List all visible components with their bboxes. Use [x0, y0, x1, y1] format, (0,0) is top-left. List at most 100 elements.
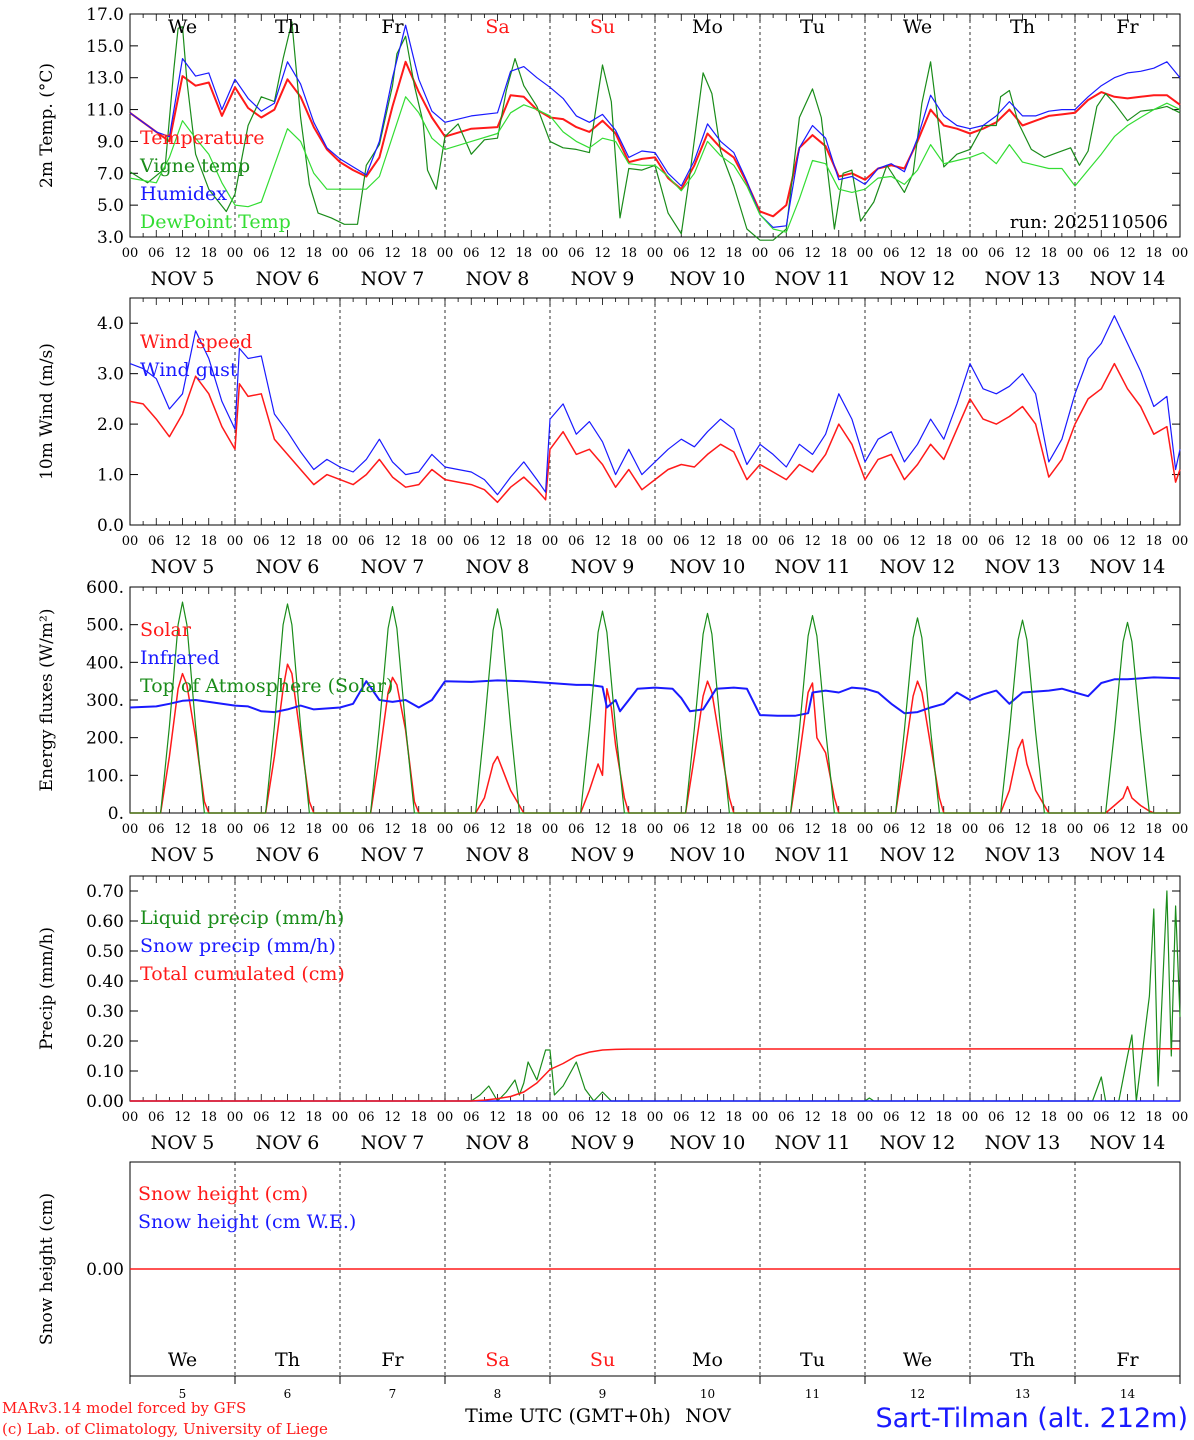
- hour-tick-label: 18: [200, 822, 217, 837]
- hour-tick-label: 00: [332, 246, 349, 261]
- hour-tick-label: 18: [935, 534, 952, 549]
- y-tick-label: 7.0: [97, 164, 124, 184]
- date-label: NOV 11: [775, 268, 851, 290]
- hour-tick-label: 18: [935, 246, 952, 261]
- hour-tick-label: 12: [1119, 822, 1136, 837]
- day-name-bottom: Fr: [381, 1349, 404, 1371]
- hour-tick-label: 12: [804, 1110, 821, 1125]
- day-name-top: Sa: [485, 16, 509, 38]
- hour-tick-label: 12: [174, 246, 191, 261]
- hour-tick-label: 12: [489, 1110, 506, 1125]
- hour-tick-label: 12: [1014, 246, 1031, 261]
- hour-tick-label: 18: [830, 246, 847, 261]
- legend-entry: Snow height (cm W.E.): [138, 1211, 356, 1233]
- legend-entry: Wind gust: [140, 359, 238, 381]
- hour-tick-label: 00: [437, 246, 454, 261]
- series-wind-speed: [129, 362, 1181, 504]
- hour-tick-label: 00: [752, 246, 769, 261]
- hour-tick-label: 00: [227, 1110, 244, 1125]
- hour-tick-label: 00: [857, 246, 874, 261]
- hour-tick-label: 18: [725, 822, 742, 837]
- date-label: NOV 7: [361, 556, 425, 578]
- series-infrared: [129, 676, 1181, 717]
- day-number: 7: [389, 1387, 397, 1401]
- date-label: NOV 14: [1090, 268, 1166, 290]
- hour-tick-label: 12: [594, 534, 611, 549]
- hour-tick-label: 18: [1145, 246, 1162, 261]
- day-number: 14: [1120, 1387, 1136, 1401]
- day-name-top: Th: [1010, 16, 1035, 38]
- date-label: NOV 7: [361, 844, 425, 866]
- legend-entry: Snow height (cm): [138, 1183, 308, 1205]
- hour-tick-label: 12: [174, 822, 191, 837]
- hour-tick-label: 18: [200, 1110, 217, 1125]
- hour-tick-label: 18: [200, 534, 217, 549]
- date-label: NOV 10: [670, 268, 746, 290]
- hour-tick-label: 00: [332, 534, 349, 549]
- series-dewpoint-temp: [129, 96, 1181, 233]
- hour-tick-label: 18: [620, 822, 637, 837]
- panel-snow: 0.00 Snow height (cm) Snow height (cm) Snow…: [37, 1161, 1181, 1384]
- hour-tick-label: 00: [962, 246, 979, 261]
- hour-tick-label: 00: [752, 534, 769, 549]
- y-tick-label: 300.: [86, 691, 124, 711]
- date-label: NOV 6: [256, 844, 320, 866]
- hour-tick-label: 12: [1119, 534, 1136, 549]
- day-number: 10: [700, 1387, 715, 1401]
- hour-tick-label: 06: [358, 246, 375, 261]
- y-tick-label: 500.: [86, 616, 124, 636]
- hour-tick-label: 12: [489, 534, 506, 549]
- hour-tick-label: 18: [410, 822, 427, 837]
- date-label: NOV 13: [985, 844, 1061, 866]
- day-name-bottom: Fr: [1116, 1349, 1139, 1371]
- hour-tick-label: 06: [673, 822, 690, 837]
- hour-tick-label: 18: [725, 1110, 742, 1125]
- y-axis-label: Precip (mm/h): [37, 927, 57, 1050]
- hour-tick-label: 00: [122, 1110, 139, 1125]
- hour-tick-label: 18: [305, 246, 322, 261]
- legend-entry: DewPoint Temp: [140, 211, 291, 233]
- hour-tick-label: 00: [122, 534, 139, 549]
- hour-tick-label: 12: [384, 534, 401, 549]
- hour-tick-label: 18: [935, 1110, 952, 1125]
- hour-tick-label: 06: [568, 534, 585, 549]
- hour-tick-label: 12: [1014, 534, 1031, 549]
- hour-tick-label: 06: [253, 246, 270, 261]
- hour-tick-label: 18: [620, 1110, 637, 1125]
- date-label: NOV 12: [880, 268, 956, 290]
- hour-tick-label: 12: [699, 534, 716, 549]
- day-name-top: Su: [590, 16, 615, 38]
- hour-tick-label: 06: [778, 822, 795, 837]
- panel-precip: 0.00 0.10 0.20 0.30 0.40 0.50 0.60 0.70 Precip (…: [37, 875, 1188, 1154]
- station-name: Sart-Tilman (alt. 212m): [875, 1403, 1188, 1434]
- date-label: NOV 5: [151, 844, 215, 866]
- hour-tick-label: 00: [122, 246, 139, 261]
- hour-tick-label: 12: [699, 246, 716, 261]
- hour-tick-label: 06: [358, 1110, 375, 1125]
- hour-tick-label: 12: [1014, 1110, 1031, 1125]
- legend-entry: Infrared: [140, 647, 220, 669]
- series-humidex: [129, 24, 1181, 228]
- date-label: NOV 12: [880, 556, 956, 578]
- hour-tick-label: 06: [673, 1110, 690, 1125]
- y-tick-label: 5.0: [97, 196, 124, 216]
- hour-tick-label: 06: [463, 246, 480, 261]
- legend-entry: Humidex: [140, 183, 227, 205]
- credit-line: (c) Lab. of Climatology, University of L…: [2, 1420, 328, 1438]
- date-label: NOV 6: [256, 268, 320, 290]
- day-name-bottom: Su: [590, 1349, 615, 1371]
- date-label: NOV 11: [775, 556, 851, 578]
- y-tick-label: 0.: [108, 804, 124, 824]
- date-label: NOV 5: [151, 556, 215, 578]
- hour-tick-label: 18: [410, 534, 427, 549]
- date-label: NOV 6: [256, 556, 320, 578]
- y-tick-label: 0.0: [97, 516, 124, 536]
- y-tick-label: 2.0: [97, 415, 124, 435]
- y-tick-label: 0.70: [86, 882, 124, 902]
- hour-tick-label: 00: [647, 246, 664, 261]
- y-tick-label: 11.0: [86, 101, 124, 121]
- day-name-top: Fr: [1116, 16, 1139, 38]
- y-tick-label: 17.0: [86, 5, 124, 25]
- hour-tick-label: 06: [988, 534, 1005, 549]
